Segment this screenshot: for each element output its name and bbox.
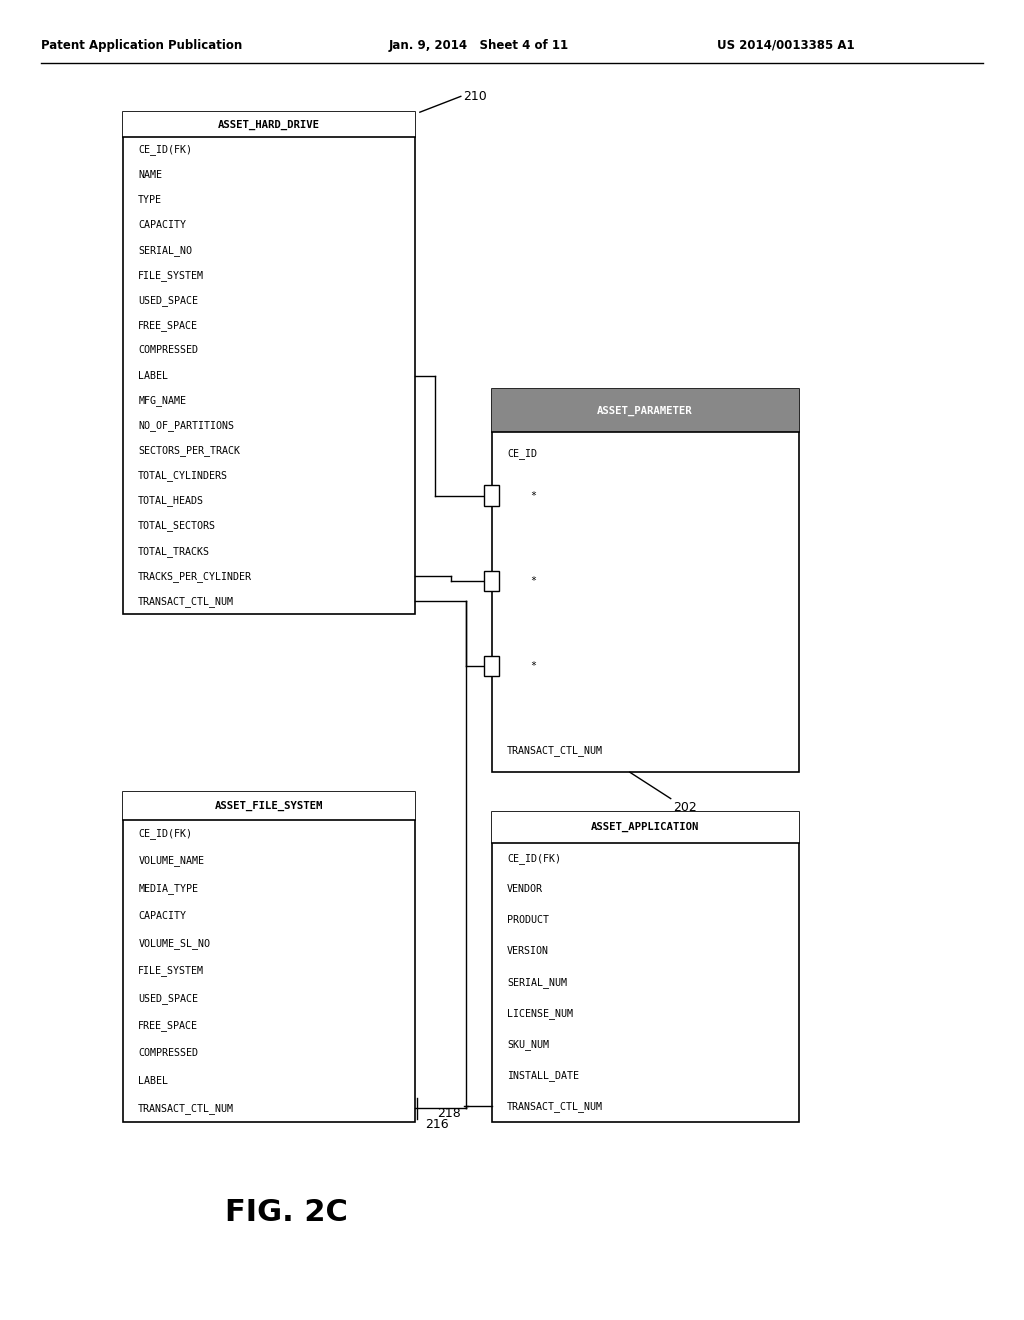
- Text: TYPE: TYPE: [138, 195, 162, 205]
- Text: VERSION: VERSION: [507, 946, 549, 957]
- Bar: [123, 112, 415, 137]
- Text: MEDIA_TYPE: MEDIA_TYPE: [138, 883, 199, 894]
- Bar: [123, 792, 415, 1122]
- Text: FREE_SPACE: FREE_SPACE: [138, 319, 199, 331]
- Text: VENDOR: VENDOR: [507, 884, 543, 895]
- Text: CAPACITY: CAPACITY: [138, 220, 186, 230]
- Text: ASSET_HARD_DRIVE: ASSET_HARD_DRIVE: [218, 120, 319, 129]
- Text: 202: 202: [673, 801, 696, 814]
- Text: SERIAL_NUM: SERIAL_NUM: [507, 977, 567, 987]
- Text: *: *: [507, 661, 537, 671]
- Text: *: *: [507, 576, 537, 586]
- Text: VOLUME_NAME: VOLUME_NAME: [138, 855, 204, 866]
- Text: USED_SPACE: USED_SPACE: [138, 294, 199, 306]
- Bar: [492, 812, 799, 843]
- Text: VOLUME_SL_NO: VOLUME_SL_NO: [138, 937, 210, 949]
- Text: LABEL: LABEL: [138, 371, 168, 380]
- Text: TRANSACT_CTL_NUM: TRANSACT_CTL_NUM: [507, 1101, 603, 1111]
- Text: TOTAL_SECTORS: TOTAL_SECTORS: [138, 520, 216, 532]
- Text: USED_SPACE: USED_SPACE: [138, 993, 199, 1003]
- Text: SECTORS_PER_TRACK: SECTORS_PER_TRACK: [138, 445, 241, 457]
- Text: SERIAL_NO: SERIAL_NO: [138, 244, 193, 256]
- Text: US 2014/0013385 A1: US 2014/0013385 A1: [717, 38, 854, 51]
- Text: ASSET_PARAMETER: ASSET_PARAMETER: [597, 405, 693, 416]
- Text: NAME: NAME: [138, 170, 162, 180]
- Text: TRANSACT_CTL_NUM: TRANSACT_CTL_NUM: [138, 1102, 234, 1114]
- Text: CAPACITY: CAPACITY: [138, 911, 186, 921]
- Text: CE_ID(FK): CE_ID(FK): [138, 144, 193, 156]
- Text: 218: 218: [437, 1107, 461, 1121]
- Text: COMPRESSED: COMPRESSED: [138, 1048, 199, 1059]
- Text: ASSET_APPLICATION: ASSET_APPLICATION: [591, 822, 699, 833]
- Text: 210: 210: [463, 90, 486, 103]
- Text: 216: 216: [425, 1118, 449, 1131]
- Text: TRACKS_PER_CYLINDER: TRACKS_PER_CYLINDER: [138, 570, 252, 582]
- Text: PRODUCT: PRODUCT: [507, 915, 549, 925]
- Text: FILE_SYSTEM: FILE_SYSTEM: [138, 965, 204, 977]
- Text: LABEL: LABEL: [138, 1076, 168, 1086]
- Text: FIG. 2C: FIG. 2C: [225, 1199, 348, 1228]
- Text: COMPRESSED: COMPRESSED: [138, 346, 199, 355]
- Text: *: *: [507, 491, 537, 500]
- Text: SKU_NUM: SKU_NUM: [507, 1039, 549, 1049]
- Text: FILE_SYSTEM: FILE_SYSTEM: [138, 269, 204, 281]
- Bar: [123, 112, 415, 614]
- Text: TRANSACT_CTL_NUM: TRANSACT_CTL_NUM: [507, 746, 603, 756]
- Bar: [123, 792, 415, 820]
- Text: MFG_NAME: MFG_NAME: [138, 395, 186, 407]
- Text: LICENSE_NUM: LICENSE_NUM: [507, 1008, 572, 1019]
- Text: Jan. 9, 2014   Sheet 4 of 11: Jan. 9, 2014 Sheet 4 of 11: [389, 38, 569, 51]
- Bar: [492, 812, 799, 1122]
- Text: TRANSACT_CTL_NUM: TRANSACT_CTL_NUM: [138, 595, 234, 607]
- Bar: [492, 389, 799, 432]
- Text: TOTAL_TRACKS: TOTAL_TRACKS: [138, 545, 210, 557]
- Text: NO_OF_PARTITIONS: NO_OF_PARTITIONS: [138, 420, 234, 432]
- Text: FREE_SPACE: FREE_SPACE: [138, 1020, 199, 1031]
- Bar: [492, 389, 799, 772]
- Text: CE_ID(FK): CE_ID(FK): [138, 828, 193, 838]
- Text: ASSET_FILE_SYSTEM: ASSET_FILE_SYSTEM: [215, 801, 323, 810]
- Text: TOTAL_HEADS: TOTAL_HEADS: [138, 495, 204, 507]
- Text: CE_ID: CE_ID: [507, 447, 537, 458]
- Text: TOTAL_CYLINDERS: TOTAL_CYLINDERS: [138, 470, 228, 482]
- Text: INSTALL_DATE: INSTALL_DATE: [507, 1071, 579, 1081]
- Text: Patent Application Publication: Patent Application Publication: [41, 38, 243, 51]
- Text: CE_ID(FK): CE_ID(FK): [507, 853, 561, 863]
